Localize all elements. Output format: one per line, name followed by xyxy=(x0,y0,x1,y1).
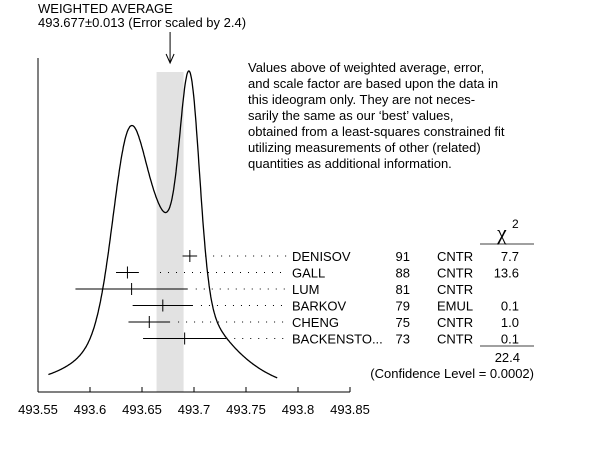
measurement-year: 75 xyxy=(396,315,410,330)
chart-title: WEIGHTED AVERAGE xyxy=(38,1,173,16)
measurement-technique: CNTR xyxy=(437,282,473,297)
measurement-row: CHENG 75 CNTR 1.0 xyxy=(128,315,519,330)
measurement-name: BARKOV xyxy=(292,299,347,314)
measurement-year: 88 xyxy=(396,266,410,281)
confidence-level: (Confidence Level = 0.0002) xyxy=(370,366,534,381)
average-arrow-icon xyxy=(166,32,174,63)
note-line: Values above of weighted average, error, xyxy=(248,60,548,76)
measurement-chi2: 0.1 xyxy=(501,332,519,347)
note-line: this ideogram only. They are not neces- xyxy=(248,92,548,108)
x-tick-label: 493.65 xyxy=(122,402,162,417)
x-tick-label: 493.55 xyxy=(18,402,58,417)
measurement-year: 81 xyxy=(396,282,410,297)
measurement-chi2: 13.6 xyxy=(494,266,519,281)
x-tick-label: 493.75 xyxy=(226,402,266,417)
note-line: obtained from a least-squares constraine… xyxy=(248,124,548,140)
measurement-chi2: 7.7 xyxy=(501,249,519,264)
x-tick-label: 493.85 xyxy=(330,402,370,417)
measurement-row: DENISOV 91 CNTR 7.7 xyxy=(183,249,519,264)
measurement-name: DENISOV xyxy=(292,249,351,264)
x-tick-label: 493.7 xyxy=(178,402,211,417)
measurement-technique: EMUL xyxy=(437,299,473,314)
note-line: quantities as additional information. xyxy=(248,156,548,172)
measurement-row: BARKOV 79 EMUL 0.1 xyxy=(133,299,519,314)
x-tick-label: 493.8 xyxy=(282,402,315,417)
measurement-name: LUM xyxy=(292,282,319,297)
measurement-technique: CNTR xyxy=(437,249,473,264)
measurement-technique: CNTR xyxy=(437,266,473,281)
measurement-name: BACKENSTO... xyxy=(292,332,383,347)
explanatory-note: Values above of weighted average, error,… xyxy=(248,60,548,172)
measurement-year: 91 xyxy=(396,249,410,264)
chi2-header: χ xyxy=(496,220,507,245)
note-line: utilizing measurements of other (related… xyxy=(248,140,548,156)
measurement-name: CHENG xyxy=(292,315,339,330)
note-line: sarily the same as our ‘best’ values, xyxy=(248,108,548,124)
note-line: and scale factor are based upon the data… xyxy=(248,76,548,92)
measurement-technique: CNTR xyxy=(437,315,473,330)
measurement-row: LUM 81 CNTR xyxy=(75,282,473,297)
x-tick-label: 493.6 xyxy=(74,402,107,417)
chi2-header-sup: 2 xyxy=(512,217,519,231)
chi2-total: 22.4 xyxy=(495,350,520,365)
weighted-average-band xyxy=(157,72,184,392)
measurement-chi2: 0.1 xyxy=(501,299,519,314)
measurement-row: BACKENSTO... 73 CNTR 0.1 xyxy=(143,332,519,347)
measurement-year: 79 xyxy=(396,299,410,314)
measurement-chi2: 1.0 xyxy=(501,315,519,330)
measurement-name: GALL xyxy=(292,266,325,281)
measurement-technique: CNTR xyxy=(437,332,473,347)
measurement-year: 73 xyxy=(396,332,410,347)
chart-subtitle: 493.677±0.013 (Error scaled by 2.4) xyxy=(38,15,246,30)
